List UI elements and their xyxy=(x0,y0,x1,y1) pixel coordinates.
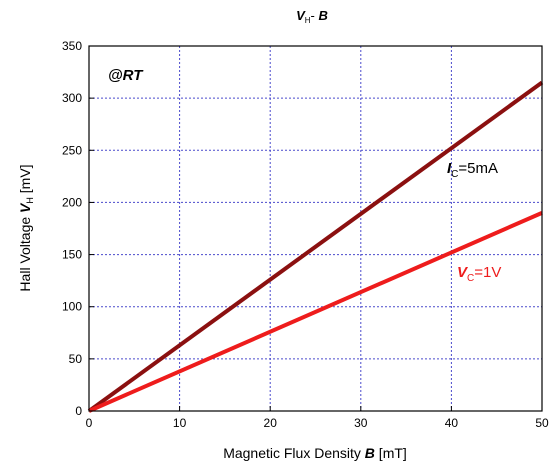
series-label-ic: IC=5mA xyxy=(447,160,498,180)
x-tick-label: 50 xyxy=(535,416,549,430)
series-line-1 xyxy=(88,211,543,413)
series-lines xyxy=(87,80,544,413)
x-axis-label: Magnetic Flux Density B [mT] xyxy=(223,445,407,461)
x-tick-label: 40 xyxy=(445,416,459,430)
y-tick-label: 200 xyxy=(62,195,82,209)
annotation-rt: @RT xyxy=(108,67,144,84)
series-label-vc: VC=1V xyxy=(457,264,501,284)
plot-area-frame xyxy=(88,45,543,412)
y-tick-label: 250 xyxy=(62,143,82,157)
series-line-0 xyxy=(87,80,544,413)
y-tick-label: 0 xyxy=(75,404,82,418)
y-axis-ticks: 0 50 100 150 200 250 300 350 xyxy=(62,39,94,418)
x-tick-label: 20 xyxy=(264,416,278,430)
y-tick-label: 150 xyxy=(62,248,82,262)
y-tick-label: 50 xyxy=(69,352,83,366)
grid xyxy=(89,46,542,411)
x-tick-label: 30 xyxy=(354,416,368,430)
chart-title: VH- B xyxy=(296,8,328,25)
y-tick-label: 300 xyxy=(62,91,82,105)
y-tick-label: 350 xyxy=(62,39,82,53)
x-axis-ticks: 0 10 20 30 40 50 xyxy=(86,406,549,430)
y-tick-label: 100 xyxy=(62,300,82,314)
y-axis-label: Hall Voltage VH [mV] xyxy=(17,164,35,291)
x-tick-label: 0 xyxy=(86,416,93,430)
x-tick-label: 10 xyxy=(173,416,187,430)
